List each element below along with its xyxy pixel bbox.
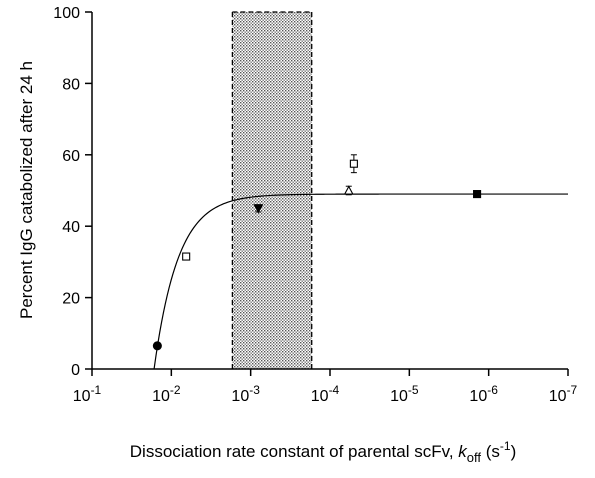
x-tick-label: 10-7 <box>549 383 578 405</box>
x-tick-label: 10-3 <box>231 383 260 405</box>
x-tick-label: 10-5 <box>390 383 419 405</box>
shaded-region <box>232 12 312 369</box>
data-point-square-open <box>182 252 191 261</box>
y-axis-title: Percent IgG catabolized after 24 h <box>17 61 36 319</box>
y-tick-label: 60 <box>62 148 80 165</box>
x-tick-label: 10-6 <box>469 383 498 405</box>
x-tick-label: 10-2 <box>152 383 181 405</box>
data-point-circle-filled <box>152 341 162 351</box>
data-point-square-filled <box>473 190 482 199</box>
x-axis-title-prefix: Dissociation rate constant of parental s… <box>130 442 459 461</box>
data-point-triangle-up-open <box>343 185 354 196</box>
y-tick-label: 80 <box>62 76 80 93</box>
y-tick-label: 0 <box>71 362 80 379</box>
x-tick-label: 10-4 <box>311 383 340 405</box>
x-axis-title-unit-exp: -1 <box>500 439 511 453</box>
fit-curve <box>153 193 568 370</box>
x-axis-title: Dissociation rate constant of parental s… <box>130 439 516 465</box>
data-point-triangle-down-filled <box>253 204 264 214</box>
x-tick-label: 10-1 <box>73 383 102 405</box>
x-axis-title-k-sub: off <box>467 450 482 465</box>
data-point-square-open <box>349 154 358 174</box>
x-axis-title-unit-close: ) <box>511 442 517 461</box>
x-axis-title-k: k <box>458 442 468 461</box>
y-tick-label: 40 <box>62 219 80 236</box>
y-tick-label: 20 <box>62 291 80 308</box>
y-tick-label: 100 <box>53 5 80 22</box>
x-axis-title-unit-open: (s <box>481 442 500 461</box>
